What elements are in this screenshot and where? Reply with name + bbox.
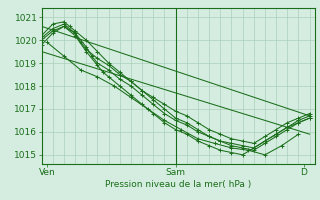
X-axis label: Pression niveau de la mer( hPa ): Pression niveau de la mer( hPa ) — [105, 180, 252, 189]
